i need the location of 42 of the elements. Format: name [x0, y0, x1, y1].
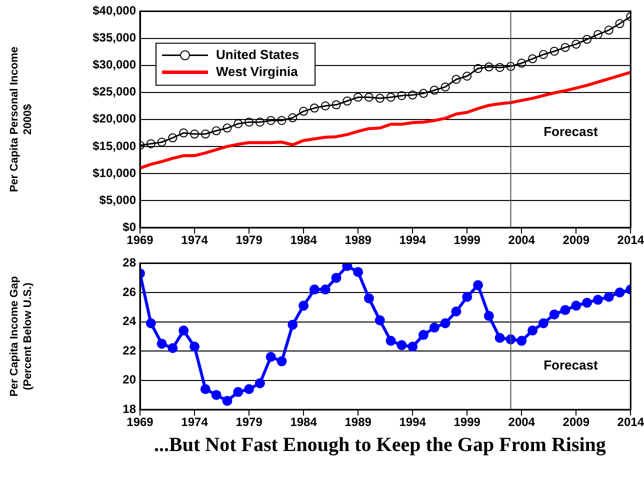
x-tick-label: 1999 — [454, 415, 481, 430]
y-tick-label: 22 — [122, 343, 136, 358]
y-tick-label: 18 — [122, 402, 136, 416]
y-tick-label: 28 — [122, 256, 136, 270]
x-tick-label: 1979 — [236, 233, 263, 248]
x-tick-label: 1989 — [344, 233, 372, 248]
annotation: Forecast — [544, 124, 598, 139]
y-tick-label: $0 — [122, 220, 136, 234]
y-tick-label: $5,000 — [99, 192, 136, 207]
x-tick-label: 1974 — [181, 233, 208, 248]
x-tick-label: 1999 — [454, 233, 481, 248]
x-tick-label: 2014 — [617, 233, 644, 248]
y-tick-label: 26 — [122, 284, 136, 299]
y-tick-label: 20 — [122, 372, 136, 387]
y-axis-title: Per Capita Income Gap (Percent Below U.S.) — [8, 276, 34, 397]
y-tick-label: $15,000 — [92, 138, 136, 153]
x-tick-label: 1984 — [290, 233, 318, 248]
y-tick-label: 24 — [122, 314, 136, 328]
x-tick-label: 1994 — [399, 415, 426, 430]
y-tick-label: $10,000 — [92, 166, 136, 180]
x-tick-label: 1989 — [344, 415, 372, 430]
x-tick-label: 2004 — [508, 415, 536, 430]
y-tick-label: $20,000 — [92, 112, 136, 126]
y-tick-label: $25,000 — [92, 84, 136, 99]
x-tick-label: 1984 — [290, 415, 318, 430]
x-tick-label: 1979 — [236, 415, 263, 430]
x-tick-label: 1969 — [126, 415, 154, 430]
text: ...But Not Fast Enough to Keep the Gap From Rising — [153, 434, 607, 456]
y-tick-label: $30,000 — [92, 58, 136, 72]
x-tick-label: 1969 — [126, 233, 154, 248]
annotation: Forecast — [544, 357, 598, 372]
x-tick-label: 1974 — [181, 415, 208, 430]
x-tick-label: 2004 — [508, 233, 536, 248]
x-tick-label: 2009 — [562, 415, 590, 430]
x-tick-label: 2014 — [617, 415, 644, 430]
x-tick-label: 1994 — [399, 233, 426, 248]
y-tick-label: $40,000 — [92, 4, 136, 18]
y-axis-title: Per Capita Personal Income 2000$ — [8, 46, 34, 192]
x-tick-label: 2009 — [562, 233, 590, 248]
legend-label: United States — [216, 46, 300, 62]
y-tick-label: $35,000 — [92, 30, 136, 45]
legend-label: West Virginia — [216, 64, 299, 79]
